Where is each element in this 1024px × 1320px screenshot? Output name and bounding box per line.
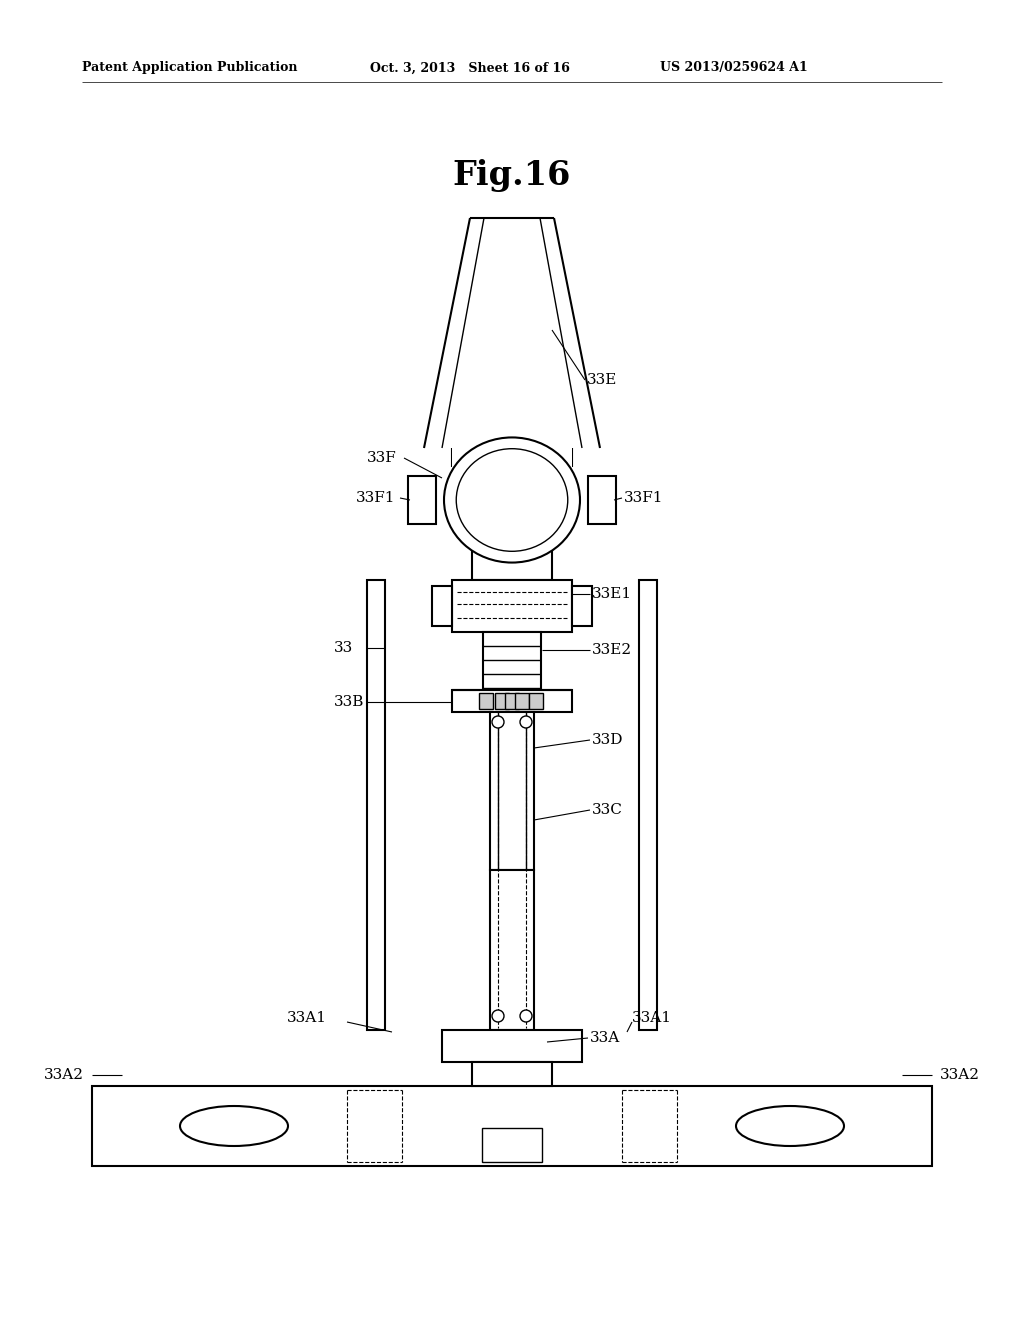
Text: 33A2: 33A2 <box>44 1068 84 1082</box>
Ellipse shape <box>457 449 567 552</box>
Text: 33A1: 33A1 <box>632 1011 672 1026</box>
Text: Patent Application Publication: Patent Application Publication <box>82 62 298 74</box>
Text: 33F1: 33F1 <box>624 491 664 506</box>
Text: 33A2: 33A2 <box>940 1068 980 1082</box>
Circle shape <box>520 1010 532 1022</box>
Text: US 2013/0259624 A1: US 2013/0259624 A1 <box>660 62 808 74</box>
Bar <box>472 1063 552 1086</box>
Text: 33E: 33E <box>587 374 617 387</box>
Text: 33B: 33B <box>334 696 365 709</box>
Bar <box>490 711 534 870</box>
Bar <box>408 477 436 524</box>
Bar <box>505 693 519 709</box>
Circle shape <box>492 715 504 729</box>
Bar <box>483 632 541 690</box>
Bar <box>529 693 543 709</box>
Ellipse shape <box>180 1106 288 1146</box>
Bar <box>442 1030 582 1063</box>
Text: 33: 33 <box>334 642 353 655</box>
Text: 33F: 33F <box>367 451 396 465</box>
Text: Oct. 3, 2013   Sheet 16 of 16: Oct. 3, 2013 Sheet 16 of 16 <box>370 62 570 74</box>
Bar <box>367 579 385 1030</box>
Text: 33A1: 33A1 <box>287 1011 327 1026</box>
Text: 33A: 33A <box>590 1031 621 1045</box>
Bar <box>588 477 616 524</box>
Bar <box>452 579 572 632</box>
Polygon shape <box>452 447 572 500</box>
Bar <box>92 1086 932 1166</box>
Bar <box>472 533 552 579</box>
Polygon shape <box>424 218 600 447</box>
Circle shape <box>520 715 532 729</box>
Bar <box>490 870 534 1030</box>
Bar <box>572 586 592 626</box>
Ellipse shape <box>736 1106 844 1146</box>
Bar <box>639 579 657 1030</box>
Text: 33E1: 33E1 <box>592 587 632 601</box>
Text: 33F1: 33F1 <box>356 491 395 506</box>
Text: 33E2: 33E2 <box>592 643 632 657</box>
Bar <box>482 1129 542 1162</box>
Text: Fig.16: Fig.16 <box>453 158 571 191</box>
Text: 33C: 33C <box>592 803 623 817</box>
Ellipse shape <box>444 437 580 562</box>
Bar <box>515 693 529 709</box>
Circle shape <box>492 1010 504 1022</box>
Bar <box>432 586 452 626</box>
Bar <box>452 690 572 711</box>
Bar <box>479 693 493 709</box>
Bar <box>495 693 509 709</box>
Text: 33D: 33D <box>592 733 624 747</box>
